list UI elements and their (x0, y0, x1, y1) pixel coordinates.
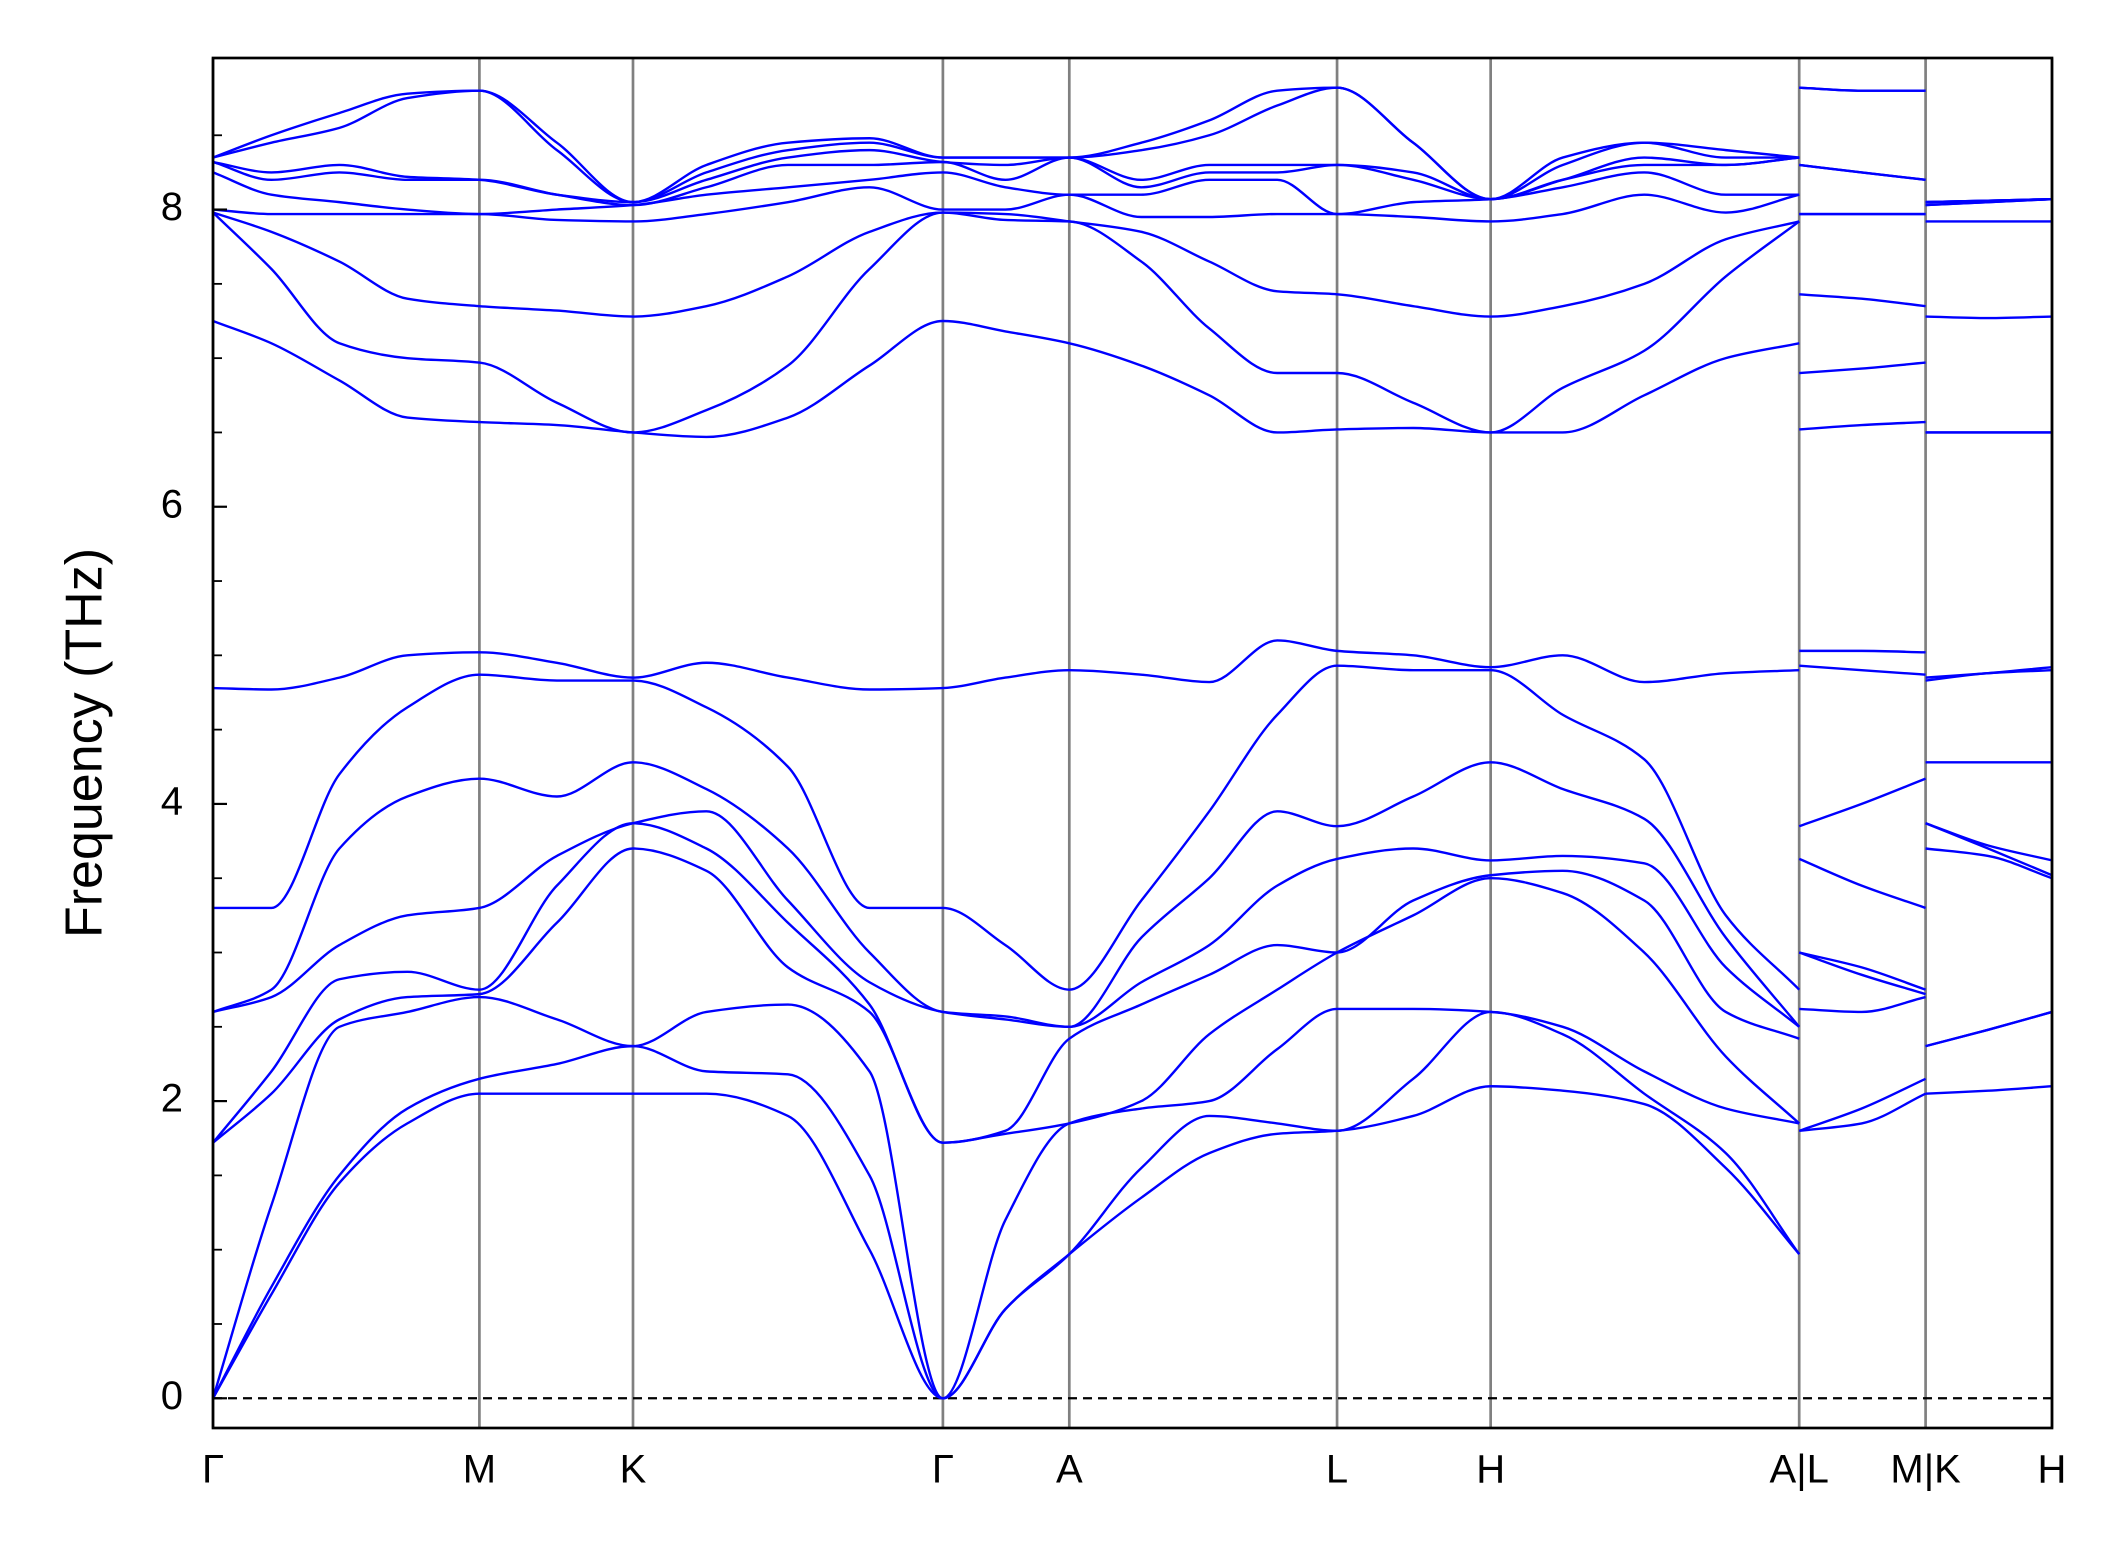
x-tick-label: M (463, 1448, 496, 1492)
x-tick-label: M|K (1890, 1448, 1961, 1492)
phonon-band (211, 995, 2053, 1400)
y-axis-label: Frequency (THz) (56, 548, 114, 938)
x-tick-label: H (2038, 1448, 2067, 1492)
phonon-band (212, 847, 2053, 1144)
phonon-band (212, 211, 2053, 320)
y-tick-label: 2 (161, 1077, 183, 1121)
y-tick-label: 0 (161, 1374, 183, 1418)
x-tick-label: A (1056, 1448, 1083, 1492)
phonon-band (212, 639, 2053, 691)
y-tick-label: 8 (161, 185, 183, 229)
y-tick-label: 6 (161, 482, 183, 526)
x-tick-label: A|L (1770, 1448, 1829, 1492)
x-tick-label: H (1476, 1448, 1505, 1492)
plot-frame (211, 56, 2054, 1430)
x-tick-label: Γ (932, 1448, 954, 1492)
phonon-band (212, 211, 2052, 434)
phonon-band (212, 761, 2052, 1029)
axes-layer: Γ M K Γ A L H A|L M|K H 0 2 4 6 8 (161, 56, 2067, 1492)
y-tick-label: 4 (161, 779, 183, 823)
x-tick-label: L (1326, 1448, 1348, 1492)
phonon-band (212, 86, 2053, 204)
bands-layer (211, 86, 2053, 1400)
x-tick-label: K (620, 1448, 647, 1492)
phonon-band (212, 810, 2053, 1029)
x-tick-label: Γ (202, 1448, 224, 1492)
